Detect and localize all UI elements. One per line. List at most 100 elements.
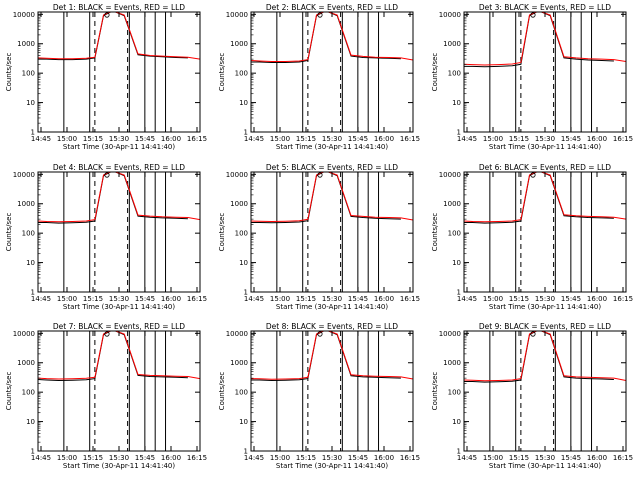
- y-axis-label: Counts/sec: [431, 372, 439, 411]
- x-tick-label: 15:15: [509, 295, 529, 303]
- y-tick-label: 10000: [13, 330, 35, 338]
- x-tick-label: 15:30: [109, 135, 129, 143]
- x-tick-label: 16:00: [374, 295, 394, 303]
- series-line-2: [463, 11, 627, 66]
- x-tick-label: 14:45: [457, 295, 477, 303]
- detector-panel-3: 1 10 100 1000 10000 14:45 15:00 15:15 15:30 15:45…: [431, 3, 633, 151]
- y-tick-label: 10000: [13, 171, 35, 179]
- y-tick-label: 1000: [230, 200, 248, 208]
- chart-title: Det 7: BLACK = Events, RED = LLD: [53, 322, 185, 331]
- x-tick-label: 15:30: [535, 135, 555, 143]
- y-tick-label: 10: [26, 99, 35, 107]
- plot-frame: [37, 330, 201, 452]
- x-tick-label: 16:00: [587, 454, 607, 462]
- y-tick-label: 10: [239, 418, 248, 426]
- x-tick-label: 15:45: [348, 454, 368, 462]
- detector-panel-6: 1 10 100 1000 10000 14:45 15:00 15:15 15:30 15:45…: [431, 163, 633, 311]
- series-line-2: [250, 330, 414, 380]
- y-tick-label: 10000: [439, 11, 461, 19]
- y-axis-label: Counts/sec: [218, 53, 226, 92]
- x-axis-label: Start Time (30-Apr-11 14:41:40): [63, 462, 175, 470]
- peak-marker-point: [530, 331, 536, 337]
- x-tick-label: 16:15: [187, 135, 207, 143]
- y-tick-label: 1: [244, 129, 248, 137]
- peak-marker-point: [104, 172, 110, 178]
- x-axis-label: Start Time (30-Apr-11 14:41:40): [276, 462, 388, 470]
- peak-marker-point: [317, 12, 323, 18]
- x-tick-label: 15:00: [483, 295, 503, 303]
- x-tick-label: 14:45: [457, 135, 477, 143]
- chart-title: Det 2: BLACK = Events, RED = LLD: [266, 3, 398, 12]
- x-tick-label: 15:15: [509, 135, 529, 143]
- x-tick-label: 15:30: [322, 454, 342, 462]
- x-tick-label: 15:30: [535, 454, 555, 462]
- x-tick-label: 16:00: [161, 295, 181, 303]
- x-axis-label: Start Time (30-Apr-11 14:41:40): [276, 143, 388, 151]
- x-tick-label: 16:15: [613, 295, 633, 303]
- x-tick-label: 16:00: [161, 135, 181, 143]
- y-tick-label: 1000: [17, 200, 35, 208]
- y-tick-label: 1: [457, 289, 461, 297]
- y-tick-label: 1: [31, 129, 35, 137]
- x-tick-label: 15:45: [561, 295, 581, 303]
- y-tick-label: 1: [244, 289, 248, 297]
- x-tick-label: 16:00: [161, 454, 181, 462]
- y-tick-label: 100: [235, 70, 248, 78]
- y-axis-label: Counts/sec: [5, 213, 13, 252]
- detector-panel-9: 1 10 100 1000 10000 14:45 15:00 15:15 15:30 15:45…: [431, 322, 633, 470]
- detector-panel-1: 1 10 100 1000 10000 14:45 15:00 15:15 15:30 15:45…: [5, 3, 207, 151]
- plot-frame: [250, 330, 414, 452]
- chart-title: Det 5: BLACK = Events, RED = LLD: [266, 163, 398, 172]
- y-tick-label: 10000: [13, 11, 35, 19]
- plot-frame: [463, 330, 627, 452]
- x-tick-label: 14:45: [244, 295, 264, 303]
- y-tick-label: 100: [448, 70, 461, 78]
- x-tick-label: 14:45: [244, 454, 264, 462]
- chart-title: Det 4: BLACK = Events, RED = LLD: [53, 163, 185, 172]
- x-tick-label: 15:15: [509, 454, 529, 462]
- x-tick-label: 15:15: [296, 295, 316, 303]
- x-tick-label: 15:45: [135, 454, 155, 462]
- x-tick-label: 15:45: [348, 295, 368, 303]
- peak-marker-point: [317, 331, 323, 337]
- y-axis-label: Counts/sec: [431, 53, 439, 92]
- series-line-2: [250, 11, 414, 62]
- plot-frame: [463, 171, 627, 293]
- y-tick-label: 10000: [226, 171, 248, 179]
- x-tick-label: 15:15: [83, 454, 103, 462]
- x-tick-label: 15:00: [270, 295, 290, 303]
- x-tick-label: 16:00: [587, 295, 607, 303]
- x-tick-label: 15:00: [483, 135, 503, 143]
- y-tick-label: 10: [452, 418, 461, 426]
- detector-panel-7: 1 10 100 1000 10000 14:45 15:00 15:15 15:30 15:45…: [5, 322, 207, 470]
- x-tick-label: 15:45: [348, 135, 368, 143]
- plot-frame: [37, 11, 201, 133]
- x-tick-label: 16:15: [400, 135, 420, 143]
- series-line-2: [37, 171, 201, 223]
- y-tick-label: 100: [22, 230, 35, 238]
- y-axis-label: Counts/sec: [218, 372, 226, 411]
- chart-title: Det 6: BLACK = Events, RED = LLD: [479, 163, 611, 172]
- x-tick-label: 15:30: [322, 135, 342, 143]
- x-tick-label: 14:45: [31, 454, 51, 462]
- x-tick-label: 15:00: [270, 135, 290, 143]
- series-line-2: [463, 330, 627, 382]
- y-tick-label: 1: [457, 129, 461, 137]
- x-tick-label: 16:00: [374, 135, 394, 143]
- x-axis-label: Start Time (30-Apr-11 14:41:40): [276, 303, 388, 311]
- x-tick-label: 15:15: [296, 454, 316, 462]
- series-line-2: [37, 11, 201, 60]
- chart-title: Det 8: BLACK = Events, RED = LLD: [266, 322, 398, 331]
- y-tick-label: 1: [31, 448, 35, 456]
- y-tick-label: 100: [235, 389, 248, 397]
- y-tick-label: 1: [457, 448, 461, 456]
- x-axis-label: Start Time (30-Apr-11 14:41:40): [63, 303, 175, 311]
- x-tick-label: 14:45: [31, 295, 51, 303]
- x-tick-label: 15:30: [322, 295, 342, 303]
- y-tick-label: 10: [26, 259, 35, 267]
- x-tick-label: 15:15: [83, 295, 103, 303]
- x-tick-label: 14:45: [457, 454, 477, 462]
- x-axis-label: Start Time (30-Apr-11 14:41:40): [63, 143, 175, 151]
- x-tick-label: 15:30: [109, 454, 129, 462]
